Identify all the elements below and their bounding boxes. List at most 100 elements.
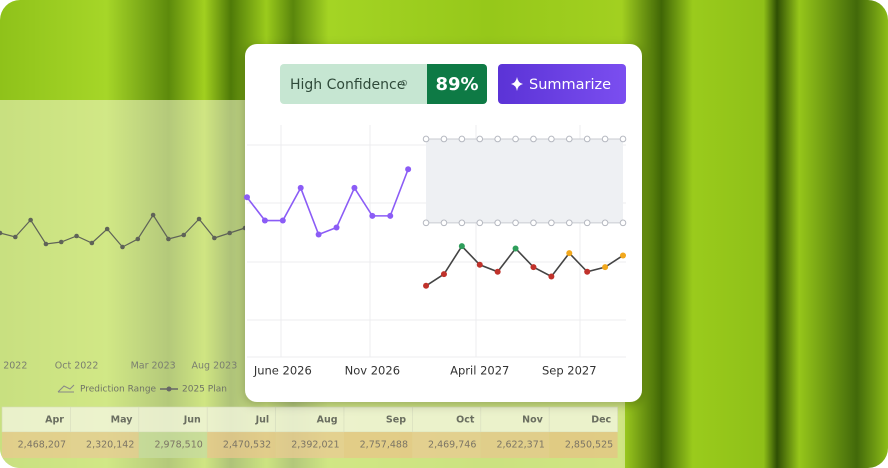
- column-header: Aug: [317, 415, 338, 426]
- range-point: [422, 135, 430, 143]
- range-point: [512, 219, 519, 227]
- badge-value-bg: [427, 64, 435, 104]
- data-point: [227, 230, 232, 236]
- data-point: [566, 250, 573, 257]
- range-point: [458, 219, 466, 227]
- value-cell: [275, 432, 344, 458]
- data-point: [333, 224, 340, 231]
- column-header: Oct: [456, 415, 475, 426]
- value-cell: [70, 432, 139, 458]
- range-point: [476, 135, 484, 143]
- column-header: Sep: [386, 415, 406, 426]
- range-point: [530, 135, 537, 143]
- header-cell: [548, 406, 618, 433]
- data-point: [196, 216, 202, 222]
- range-point: [601, 219, 609, 227]
- legend-label: Prediction Range: [80, 385, 157, 395]
- data-point: [369, 212, 376, 219]
- x-tick-label: Sep 2027: [542, 364, 597, 378]
- data-point: [602, 264, 609, 271]
- range-point: [583, 219, 591, 227]
- cell-value: 2,469,746: [428, 440, 476, 451]
- cell-value: 2,757,488: [360, 440, 408, 451]
- column-header: May: [111, 415, 134, 426]
- data-point: [512, 245, 519, 252]
- button-bg[interactable]: [498, 64, 626, 104]
- value-cell: [138, 432, 208, 458]
- x-tick-label: 2022: [3, 361, 27, 372]
- range-point: [583, 135, 591, 143]
- header-cell: [412, 406, 482, 433]
- cell-value: 2,978,510: [154, 440, 202, 451]
- table: Apr 2,468,207 May 2,320,142 Jun 2,978,510 Jul 2…: [1, 406, 618, 458]
- data-point: [405, 166, 412, 173]
- data-point: [43, 241, 49, 247]
- range-point: [548, 219, 555, 227]
- value-cell: [207, 432, 276, 458]
- range-point: [619, 135, 627, 143]
- range-point: [530, 219, 537, 227]
- data-point: [530, 264, 537, 271]
- cell-value: 2,470,532: [223, 440, 271, 451]
- x-tick-label: June 2026: [253, 364, 312, 378]
- range-point: [476, 219, 484, 227]
- data-point: [150, 212, 156, 218]
- cell-value: 2,622,371: [496, 440, 544, 451]
- data-point: [351, 184, 358, 191]
- range-point: [440, 135, 448, 143]
- value-cell: [412, 432, 481, 458]
- info-icon: [400, 79, 408, 87]
- data-point: [0, 230, 3, 236]
- range-point: [494, 219, 501, 227]
- card: High Confidence 89% Summarize June 2026 N…: [244, 44, 642, 402]
- value-cell: [344, 432, 413, 458]
- column-header: Jun: [183, 415, 201, 426]
- data-point: [297, 184, 304, 191]
- data-point: [315, 231, 322, 238]
- cell-value: 2,392,021: [291, 440, 339, 451]
- series-line: [425, 244, 624, 287]
- legend-icon: [57, 384, 75, 393]
- prediction-range: [426, 138, 623, 223]
- data-point: [74, 233, 79, 239]
- legend-label: 2025 Plan: [182, 385, 227, 395]
- data-point: [584, 268, 591, 275]
- badge-label: High Confidence: [290, 77, 405, 93]
- data-point: [28, 217, 33, 223]
- range-point: [512, 135, 519, 143]
- button-label[interactable]: Summarize: [529, 77, 611, 93]
- data-point: [440, 271, 447, 278]
- data-point: [476, 261, 483, 268]
- range-point: [548, 135, 555, 143]
- badge-value: 89%: [435, 74, 478, 95]
- sparkle-icon: [511, 77, 523, 91]
- cell-value: 2,320,142: [86, 440, 134, 451]
- summarize-button[interactable]: Summarize: [498, 64, 626, 104]
- column-header: Dec: [591, 415, 611, 426]
- data-point: [212, 235, 217, 241]
- data-point: [166, 236, 171, 242]
- data-point: [387, 212, 394, 219]
- range-point: [458, 135, 466, 143]
- range-point: [601, 135, 609, 143]
- value-cell: [2, 432, 71, 458]
- data-point: [181, 232, 187, 238]
- x-tick-label: Mar 2023: [131, 361, 176, 372]
- data-point: [244, 194, 250, 201]
- x-tick-label: Aug 2023: [192, 361, 238, 372]
- x-tick-label: Nov 2026: [345, 364, 400, 378]
- legend-icon: [166, 386, 172, 392]
- value-cell: [480, 432, 550, 458]
- legend: Prediction Range 2025 Plan: [57, 384, 227, 395]
- data-point: [620, 252, 626, 259]
- data-point: [423, 282, 430, 289]
- data-point: [548, 273, 555, 280]
- range-point: [565, 219, 573, 227]
- column-header: Jul: [255, 415, 270, 426]
- data-point: [89, 240, 95, 246]
- data-point: [279, 217, 286, 224]
- badge-value-bg: [427, 64, 487, 104]
- range-point: [422, 219, 430, 227]
